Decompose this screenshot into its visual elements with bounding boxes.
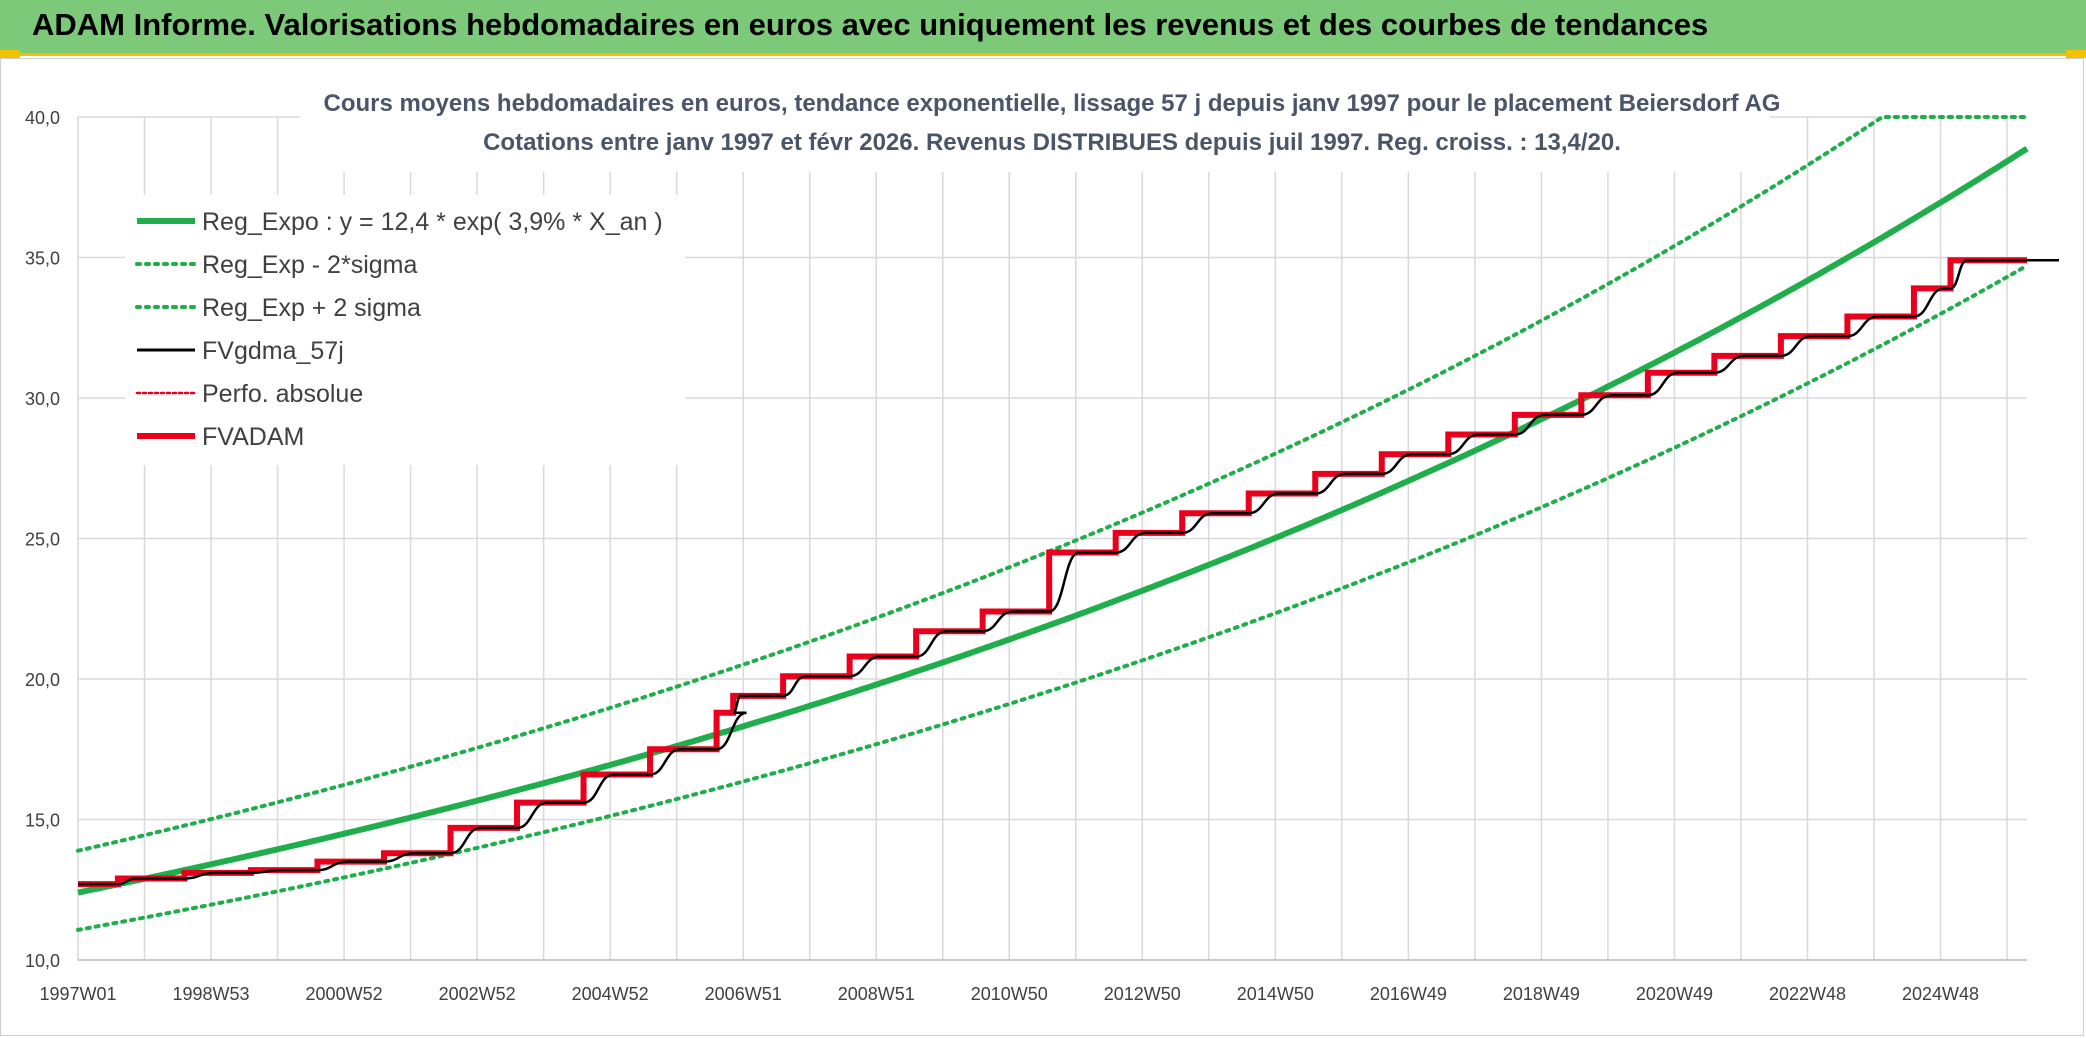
y-tick-label: 15,0	[25, 811, 60, 831]
x-tick-label: 2002W52	[439, 984, 516, 1004]
x-tick-label: 1997W01	[39, 984, 116, 1004]
legend: Reg_Expo : y = 12,4 * exp( 3,9% * X_an )…	[125, 195, 685, 465]
accent-corner-right	[2066, 50, 2086, 58]
chart-title-line-1: Cours moyens hebdomadaires en euros, ten…	[324, 90, 1781, 117]
chart-title-background	[300, 80, 1770, 172]
legend-label: FVADAM	[202, 423, 304, 451]
header-bar: ADAM Informe. Valorisations hebdomadaire…	[0, 0, 2086, 56]
x-tick-label: 2006W51	[705, 984, 782, 1004]
legend-background	[125, 195, 685, 465]
y-tick-label: 30,0	[25, 389, 60, 409]
y-tick-label: 10,0	[25, 951, 60, 971]
y-tick-label: 25,0	[25, 530, 60, 550]
chart-area-border	[0, 58, 2084, 1036]
y-tick-label: 20,0	[25, 670, 60, 690]
series-reg-exp-minus-2sigma	[76, 263, 2029, 932]
x-tick-label: 2004W52	[572, 984, 649, 1004]
y-tick-label: 40,0	[25, 108, 60, 128]
legend-label: Reg_Exp + 2 sigma	[202, 294, 421, 322]
x-tick-label: 2014W50	[1237, 984, 1314, 1004]
accent-corner-left	[0, 50, 20, 58]
x-tick-label: 2022W48	[1769, 984, 1846, 1004]
series-reg-expo	[77, 146, 2029, 896]
y-tick-label: 35,0	[25, 249, 60, 269]
chart-title-line-2: Cotations entre janv 1997 et févr 2026. …	[483, 129, 1621, 156]
axis-layer: 10,0 15,0 20,0 25,0 30,0 35,0 40,0 1997W01 1998W…	[25, 108, 2027, 1004]
legend-label: Perfo. absolue	[202, 380, 363, 408]
x-tick-label: 2016W49	[1370, 984, 1447, 1004]
page-title: ADAM Informe. Valorisations hebdomadaire…	[32, 7, 1709, 42]
legend-label: Reg_Expo : y = 12,4 * exp( 3,9% * X_an )	[202, 208, 663, 236]
chart-title: Cours moyens hebdomadaires en euros, ten…	[300, 80, 1780, 172]
x-tick-label: 2024W48	[1902, 984, 1979, 1004]
x-tick-label: 2018W49	[1503, 984, 1580, 1004]
series-fvgdma-57j	[78, 259, 2059, 886]
legend-label: FVgdma_57j	[202, 337, 344, 365]
x-tick-label: 2000W52	[306, 984, 383, 1004]
x-tick-label: 2012W50	[1104, 984, 1181, 1004]
x-tick-label: 1998W53	[173, 984, 250, 1004]
series-layer	[76, 115, 2059, 932]
x-tick-label: 2008W51	[838, 984, 915, 1004]
x-tick-label: 2020W49	[1636, 984, 1713, 1004]
x-tick-label: 2010W50	[971, 984, 1048, 1004]
legend-label: Reg_Exp - 2*sigma	[202, 251, 417, 279]
